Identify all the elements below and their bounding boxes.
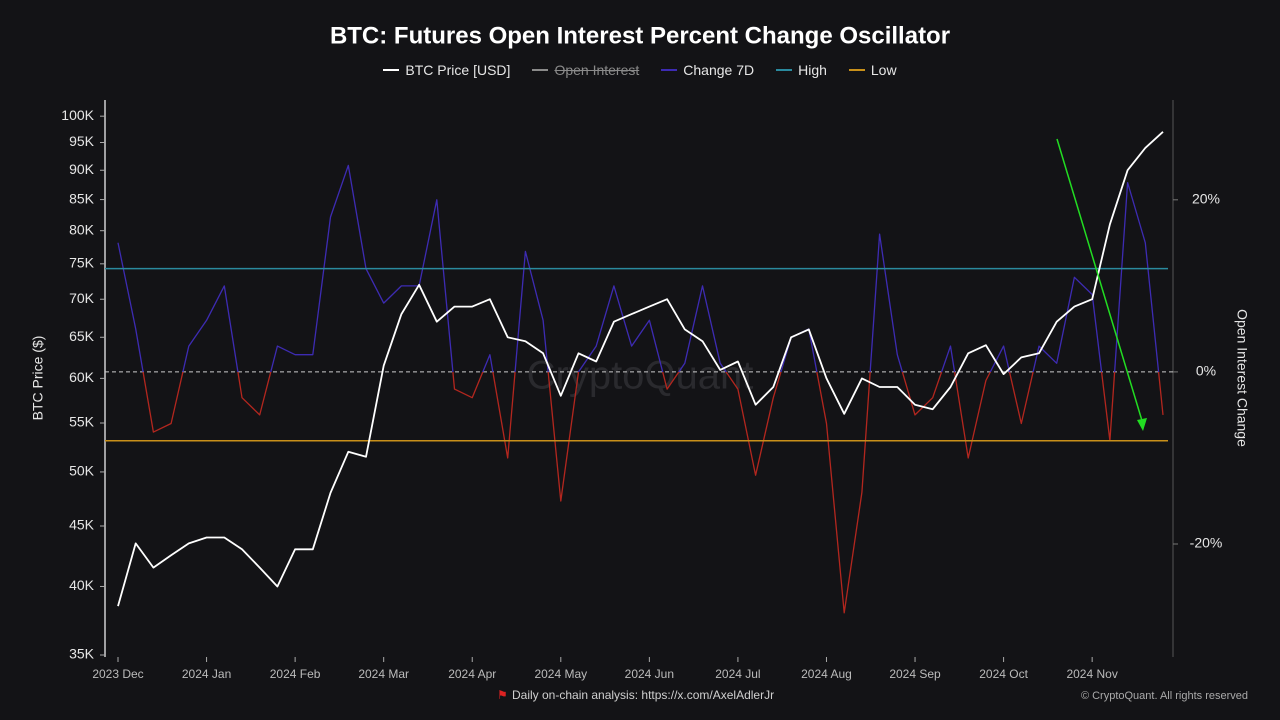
y-tick-label: 90K — [69, 161, 95, 177]
series-line — [117, 131, 1164, 607]
legend-label: Low — [870, 62, 897, 78]
legend-label: BTC Price [USD] — [405, 62, 511, 78]
y-tick-label: 100K — [61, 107, 94, 123]
y-tick-label: 40K — [69, 577, 95, 593]
y-tick-label: 75K — [69, 255, 95, 271]
annotation-arrowhead — [1137, 418, 1147, 431]
y-tick-label: 65K — [69, 328, 95, 344]
legend-swatch — [848, 69, 865, 71]
legend-swatch — [661, 69, 678, 71]
x-tick-label: 2024 Oct — [979, 667, 1028, 681]
y-axis-title: BTC Price ($) — [30, 336, 46, 421]
x-tick-label: 2024 Aug — [801, 667, 852, 681]
copyright: © CryptoQuant. All rights reserved — [1080, 690, 1248, 702]
flag-icon: ⚑ — [497, 688, 508, 702]
y-tick-label: 60K — [69, 369, 95, 385]
x-tick-label: 2023 Dec — [92, 667, 143, 681]
x-tick-label: 2024 May — [534, 667, 587, 681]
series-line — [117, 164, 1164, 614]
plot-area: 35K 40K 45K 50K 55K 60K 65K 70K 75K 80K 85K 90K 95K 1… — [61, 107, 1222, 681]
source-note: Daily on-chain analysis: https://x.com/A… — [512, 688, 775, 702]
legend-item[interactable]: Change 7D — [661, 62, 754, 78]
y2-tick-label: 20% — [1192, 191, 1220, 207]
y-tick-label: 35K — [69, 646, 95, 662]
y-tick-label: 45K — [69, 517, 95, 533]
legend-label: Change 7D — [683, 62, 755, 78]
y-tick-label: 50K — [69, 463, 95, 479]
chart-title: BTC: Futures Open Interest Percent Chang… — [330, 22, 950, 49]
legend-swatch — [776, 69, 793, 71]
x-tick-label: 2024 Sep — [889, 667, 941, 681]
legend-label: High — [798, 62, 827, 78]
legend-item[interactable]: Open Interest — [532, 62, 639, 78]
annotation-arrow — [1056, 138, 1144, 425]
legend-item[interactable]: BTC Price [USD] — [383, 62, 510, 78]
x-tick-label: 2024 Mar — [358, 667, 409, 681]
x-tick-label: 2024 Jun — [625, 667, 674, 681]
legend-label: Open Interest — [554, 62, 640, 78]
x-tick-label: 2024 Apr — [448, 667, 496, 681]
y-tick-label: 95K — [69, 133, 95, 149]
y-tick-label: 85K — [69, 190, 95, 206]
y-tick-label: 55K — [69, 414, 95, 430]
y2-tick-label: 0% — [1196, 363, 1216, 379]
y-tick-label: 80K — [69, 221, 95, 237]
legend-item[interactable]: High — [776, 62, 827, 78]
y2-tick-label: -20% — [1190, 535, 1223, 551]
x-tick-label: 2024 Nov — [1066, 667, 1117, 681]
legend-swatch — [532, 69, 549, 71]
x-tick-label: 2024 Feb — [270, 667, 321, 681]
x-tick-label: 2024 Jan — [182, 667, 231, 681]
x-tick-label: 2024 Jul — [715, 667, 760, 681]
y2-axis-title: Open Interest Change — [1234, 309, 1250, 447]
y-tick-label: 70K — [69, 290, 95, 306]
legend-swatch — [383, 69, 400, 71]
legend-item[interactable]: Low — [848, 62, 897, 78]
legend: BTC Price [USD] Open Interest Change 7D Hig… — [0, 62, 1280, 78]
